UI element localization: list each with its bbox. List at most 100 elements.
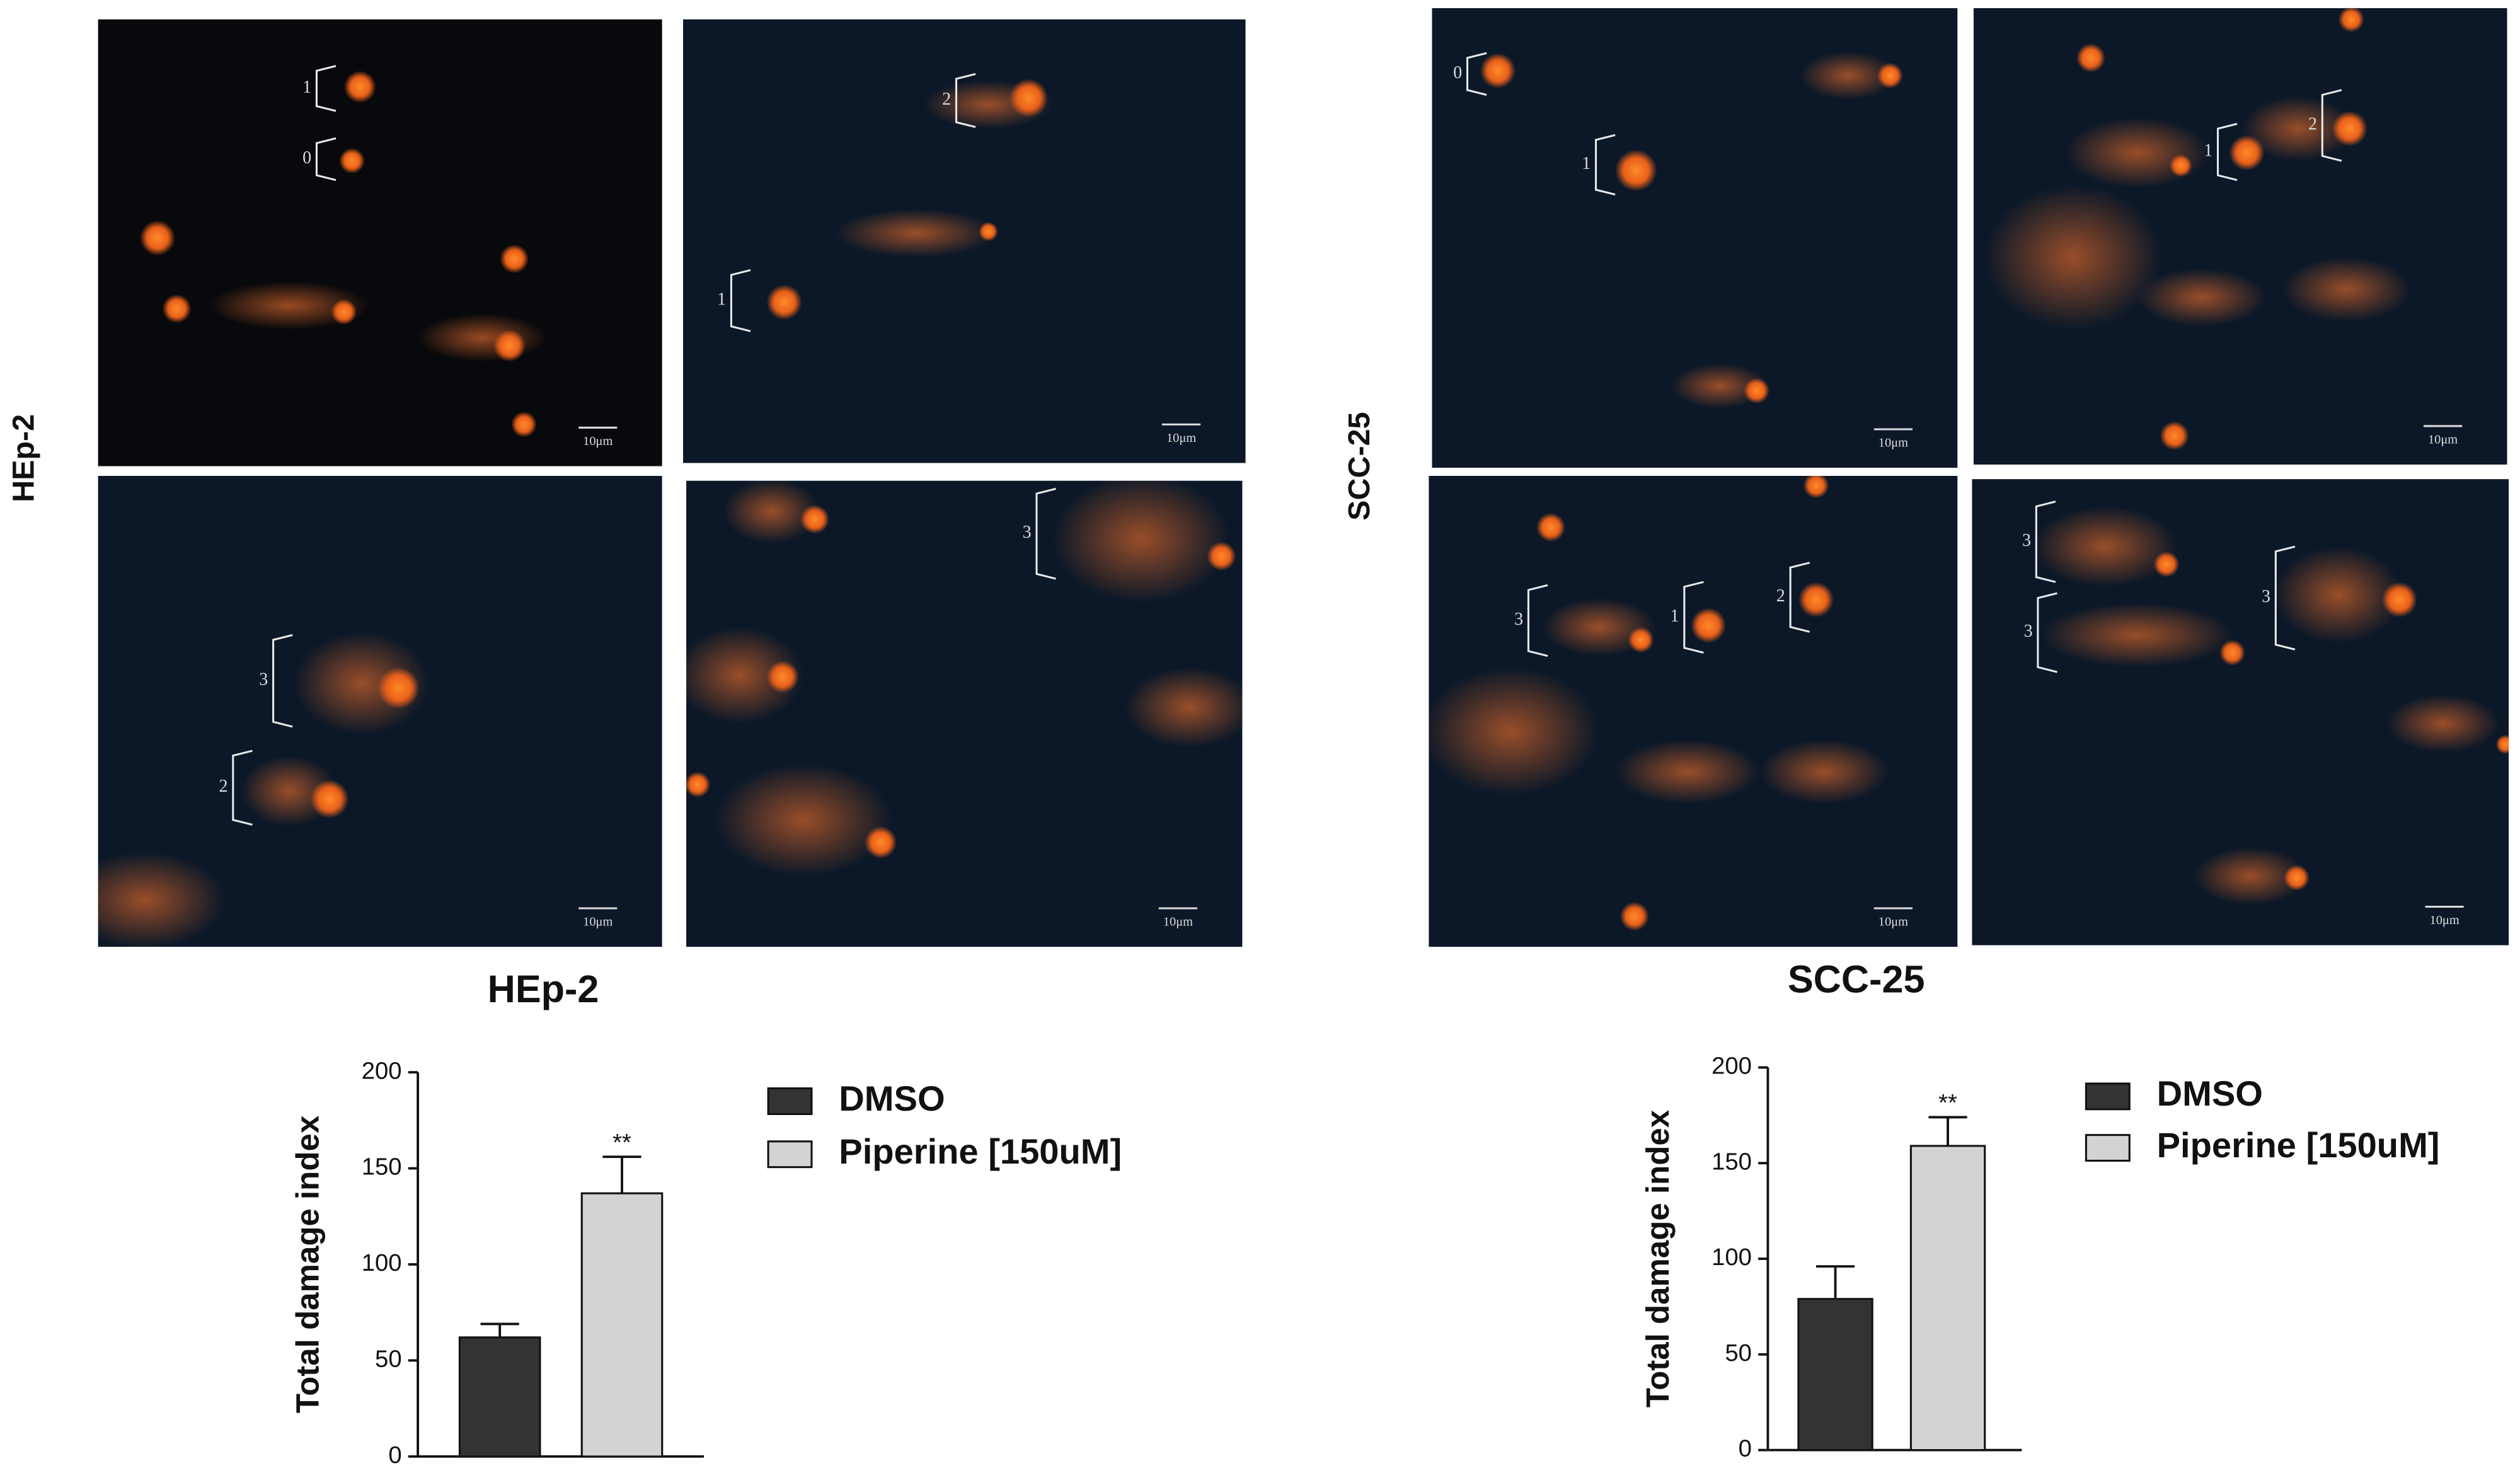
comet-tail	[1429, 667, 1599, 796]
bracket	[1527, 584, 1548, 657]
comet-tail	[686, 627, 804, 724]
y-tick-label: 100	[362, 1249, 402, 1276]
comet-tail	[1800, 51, 1897, 100]
y-tick-label: 100	[1712, 1244, 1752, 1271]
comet-tail	[836, 209, 997, 258]
y-tick-label: 150	[1712, 1148, 1752, 1175]
comet-tail	[1759, 739, 1889, 804]
bracket	[315, 137, 337, 182]
nucleus	[2332, 111, 2368, 147]
bracket	[955, 72, 976, 129]
legend-swatch	[767, 1140, 813, 1169]
y-tick-label: 50	[1725, 1339, 1752, 1367]
bracket-label: 1	[1670, 606, 1679, 626]
nucleus	[1480, 53, 1516, 89]
micrograph: 2 1 10μm	[682, 19, 1246, 463]
legend-label: Piperine [150uM]	[2157, 1125, 2440, 1165]
y-tick-label: 0	[388, 1442, 401, 1469]
comet-tail	[1125, 667, 1243, 748]
y-tick-label: 150	[362, 1153, 402, 1181]
bracket-label: 2	[2308, 114, 2317, 134]
nucleus	[865, 826, 897, 859]
bracket	[1035, 487, 1056, 580]
micrograph-bg	[98, 19, 662, 466]
comet-tail	[1615, 739, 1760, 804]
nucleus	[766, 661, 799, 693]
nucleus	[500, 244, 529, 274]
y-axis-label: Total damage index	[1640, 1110, 1676, 1408]
scale-bar-label: 10μm	[1878, 915, 1908, 929]
nucleus	[2284, 865, 2310, 891]
bracket-label: 3	[1023, 523, 1032, 542]
micrograph: 3 10μm	[686, 480, 1243, 947]
comet-tail	[1984, 185, 2162, 330]
nucleus	[2153, 551, 2180, 577]
bar	[458, 1336, 541, 1458]
nucleus	[2160, 421, 2189, 451]
bracket	[730, 269, 751, 332]
bracket	[2035, 500, 2056, 583]
bar	[580, 1192, 664, 1458]
nucleus	[1877, 62, 1903, 89]
bracket-label: 3	[1514, 610, 1523, 629]
y-tick-label: 50	[375, 1345, 402, 1372]
nucleus	[1691, 608, 1727, 644]
bracket-label: 1	[1582, 154, 1591, 173]
bracket-label: 3	[259, 670, 268, 690]
micrograph: 3 2 10μm	[98, 475, 662, 947]
comet-tail	[2065, 117, 2210, 188]
bracket	[1683, 581, 1704, 654]
legend-label: DMSO	[2157, 1073, 2263, 1113]
comet-tail	[1671, 363, 1768, 408]
comet-tail	[2033, 506, 2178, 587]
nucleus	[377, 667, 420, 709]
nucleus	[343, 71, 376, 103]
nucleus	[2338, 8, 2364, 33]
nucleus	[310, 779, 349, 819]
legend-label: DMSO	[839, 1078, 945, 1118]
bracket-label: 1	[302, 78, 311, 97]
scale-bar-label: 10μm	[583, 434, 613, 448]
nucleus	[1615, 149, 1657, 192]
bracket-label: 1	[2204, 141, 2212, 161]
nucleus	[1744, 378, 1769, 404]
comet-tail	[98, 852, 226, 947]
micrograph: 3 3 3 10μm	[1972, 479, 2509, 945]
nucleus	[493, 329, 526, 362]
bracket	[272, 633, 293, 728]
significance: **	[1938, 1089, 1957, 1116]
bar	[1909, 1145, 1986, 1452]
comet-tail	[418, 313, 547, 362]
comet-tail	[2386, 694, 2499, 753]
micrograph: 3 1 2 10μm	[1429, 475, 1958, 947]
nucleus	[1803, 475, 1829, 499]
nucleus	[1009, 79, 1048, 118]
chart-title: SCC-25	[1788, 958, 1925, 1001]
nucleus	[2170, 154, 2192, 177]
comet-tail	[2282, 257, 2411, 322]
nucleus	[139, 220, 175, 256]
y-tick-label: 200	[1712, 1053, 1752, 1080]
bracket-label: 0	[1453, 63, 1462, 83]
comet-tail	[2194, 847, 2306, 905]
legend-label: Piperine [150uM]	[839, 1131, 1122, 1171]
nucleus	[800, 504, 829, 534]
comet-tail	[209, 281, 370, 330]
scale-bar-label: 10μm	[2430, 913, 2460, 927]
comet-tail	[1052, 480, 1230, 603]
nucleus	[1207, 541, 1236, 571]
comet-tail	[294, 632, 429, 735]
bracket	[2216, 122, 2238, 182]
bracket	[2321, 89, 2342, 162]
bracket	[2037, 592, 2057, 673]
nucleus	[1536, 512, 1566, 542]
nucleus	[339, 147, 365, 174]
nucleus	[1620, 901, 1649, 931]
comet-tail	[2137, 268, 2267, 327]
nucleus	[2219, 640, 2245, 666]
significance: **	[613, 1129, 631, 1156]
bracket-label: 0	[302, 148, 311, 168]
bracket-label: 3	[2022, 531, 2031, 550]
